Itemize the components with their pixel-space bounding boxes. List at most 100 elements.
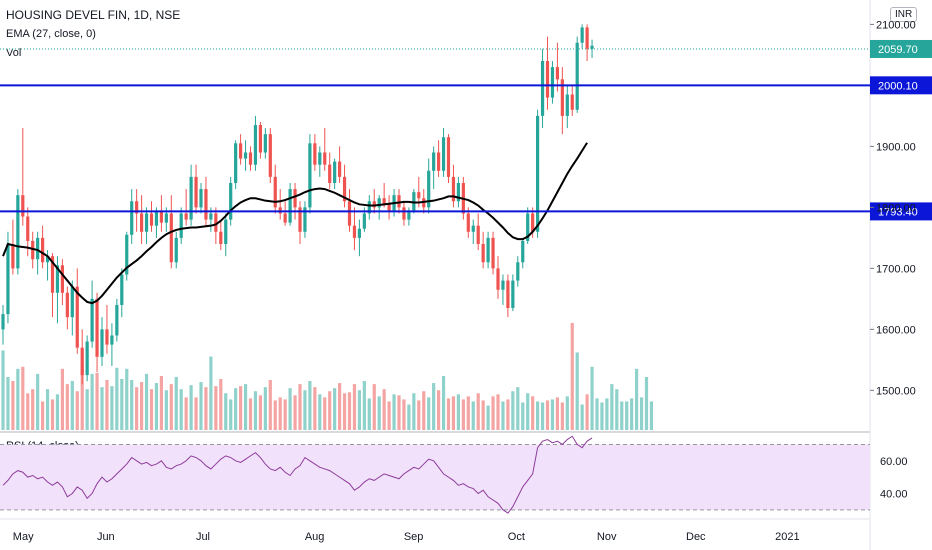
- candle-body: [144, 213, 149, 232]
- candle-body: [333, 161, 337, 183]
- candle-body: [268, 134, 272, 177]
- volume-bar: [1, 350, 5, 430]
- x-tick-label: Jun: [97, 531, 115, 543]
- volume-bar: [397, 395, 401, 430]
- volume-bar: [55, 394, 60, 430]
- volume-bar: [511, 391, 515, 430]
- volume-bar: [600, 402, 604, 430]
- volume-bar: [441, 375, 446, 430]
- candle-body: [199, 189, 203, 208]
- candle: [516, 256, 520, 287]
- candle: [446, 134, 451, 183]
- candle-body: [283, 213, 287, 223]
- volume-bar: [521, 402, 525, 430]
- volume-bar: [283, 399, 287, 430]
- candle: [521, 237, 525, 269]
- candle-body: [352, 225, 357, 238]
- candle: [412, 189, 416, 214]
- candle: [585, 24, 589, 61]
- candle-body: [100, 329, 104, 357]
- volume-bar: [45, 389, 50, 430]
- volume-bar: [169, 384, 173, 430]
- volume-bar: [204, 387, 208, 430]
- candle: [496, 256, 500, 299]
- candle-body: [491, 237, 495, 269]
- candle: [149, 201, 154, 232]
- last-price-badge: [870, 39, 932, 58]
- candle-body: [540, 60, 545, 116]
- horizontal-levels: 2059.70 2000.10 1793.40: [0, 39, 932, 221]
- volume-bar: [248, 398, 253, 430]
- support-badge: [870, 202, 932, 221]
- volume-bar: [80, 366, 84, 430]
- candle: [555, 42, 559, 92]
- candle-body: [60, 265, 64, 293]
- candle-body: [441, 137, 446, 171]
- volume-bar: [100, 387, 104, 430]
- candle-body: [6, 243, 10, 315]
- candle: [318, 146, 322, 177]
- volume-bar: [486, 405, 490, 430]
- candle: [427, 158, 431, 214]
- candle-body: [308, 143, 312, 208]
- candle: [234, 140, 238, 190]
- volume-bar: [164, 390, 168, 430]
- candle-body: [55, 265, 60, 293]
- candle-body: [550, 67, 555, 98]
- candle: [397, 189, 401, 214]
- rsi-band: [0, 444, 870, 510]
- candle: [21, 128, 25, 226]
- candle: [451, 164, 456, 208]
- candle-body: [75, 286, 79, 348]
- candle: [308, 134, 312, 214]
- volume-bar: [357, 390, 361, 430]
- currency-button[interactable]: INR: [890, 7, 918, 22]
- candle-body: [466, 213, 470, 232]
- volume-bars: [1, 322, 654, 430]
- candle: [565, 85, 569, 129]
- volume-bar: [585, 394, 589, 430]
- candle-body: [303, 207, 307, 232]
- volume-bar: [432, 383, 436, 430]
- candle-body: [41, 237, 45, 263]
- chart-title: HOUSING DEVEL FIN, 1D, NSE: [6, 8, 181, 22]
- candle: [313, 134, 317, 171]
- candle: [570, 85, 574, 116]
- candle: [471, 219, 475, 244]
- volume-bar: [422, 391, 426, 430]
- volume-bar: [219, 379, 223, 430]
- candle: [130, 189, 134, 244]
- candle-body: [16, 195, 20, 269]
- candle-body: [149, 213, 154, 226]
- volume-bar: [308, 381, 312, 430]
- volume-bar: [496, 394, 500, 430]
- volume-bar: [95, 372, 99, 430]
- candle-body: [293, 189, 297, 208]
- candle-body: [511, 280, 515, 309]
- volume-bar: [41, 401, 45, 430]
- volume-bar: [402, 399, 406, 430]
- candle: [357, 219, 361, 257]
- candle: [288, 182, 292, 226]
- volume-bar: [135, 387, 139, 430]
- volume-bar: [333, 388, 337, 430]
- volume-bar: [229, 399, 233, 430]
- candle-body: [110, 335, 114, 345]
- candle-body: [229, 182, 233, 220]
- candle-body: [446, 137, 451, 177]
- candle-body: [387, 204, 391, 211]
- candle: [268, 128, 272, 183]
- volume-bar: [437, 390, 441, 430]
- candle: [159, 195, 163, 232]
- volume-bar: [545, 400, 550, 430]
- candle: [219, 219, 223, 251]
- candle: [526, 207, 530, 244]
- volume-bar: [115, 367, 119, 430]
- volume-bar: [50, 399, 55, 430]
- volume-bar: [328, 391, 332, 430]
- volume-bar: [253, 391, 258, 430]
- candle: [456, 176, 460, 208]
- candle-body: [239, 143, 243, 159]
- volume-bar: [194, 397, 198, 430]
